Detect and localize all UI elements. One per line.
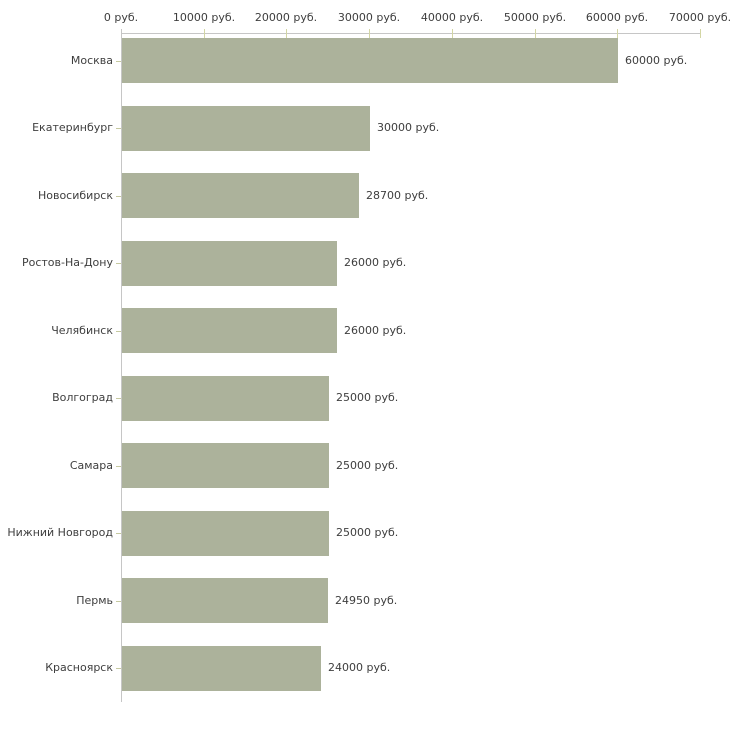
- x-tick-label: 0 руб.: [103, 11, 139, 24]
- value-label: 25000 руб.: [336, 391, 399, 404]
- x-tick-label: 10000 руб.: [172, 11, 236, 24]
- category-label: Нижний Новгород: [7, 526, 113, 539]
- x-tick: [617, 29, 618, 38]
- category-label: Самара: [69, 459, 113, 472]
- category-tick: [116, 61, 121, 62]
- category-label: Красноярск: [45, 661, 113, 674]
- x-tick: [204, 29, 205, 38]
- category-tick: [116, 128, 121, 129]
- x-tick: [700, 29, 701, 38]
- category-label: Волгоград: [52, 391, 113, 404]
- value-label: 60000 руб.: [625, 54, 688, 67]
- category-label: Челябинск: [51, 324, 113, 337]
- x-tick: [121, 29, 122, 38]
- x-tick-label: 50000 руб.: [503, 11, 567, 24]
- bar: [122, 443, 329, 488]
- x-tick-label: 40000 руб.: [420, 11, 484, 24]
- x-tick: [535, 29, 536, 38]
- category-tick: [116, 466, 121, 467]
- x-axis-line: [121, 33, 701, 34]
- value-label: 24000 руб.: [328, 661, 391, 674]
- category-label: Москва: [70, 54, 113, 67]
- category-tick: [116, 668, 121, 669]
- x-tick: [369, 29, 370, 38]
- category-label: Екатеринбург: [32, 121, 113, 134]
- bar: [122, 376, 329, 421]
- x-tick-label: 20000 руб.: [254, 11, 318, 24]
- value-label: 26000 руб.: [344, 324, 407, 337]
- bar: [122, 106, 370, 151]
- x-tick-label: 60000 руб.: [585, 11, 649, 24]
- bar: [122, 646, 321, 691]
- category-tick: [116, 601, 121, 602]
- category-tick: [116, 263, 121, 264]
- value-label: 26000 руб.: [344, 256, 407, 269]
- value-label: 30000 руб.: [377, 121, 440, 134]
- category-tick: [116, 196, 121, 197]
- value-label: 24950 руб.: [335, 594, 398, 607]
- category-tick: [116, 533, 121, 534]
- x-tick: [452, 29, 453, 38]
- bar: [122, 38, 618, 83]
- category-label: Ростов-На-Дону: [21, 256, 113, 269]
- value-label: 28700 руб.: [366, 189, 429, 202]
- y-axis-line: [121, 33, 122, 702]
- bar: [122, 173, 359, 218]
- category-label: Пермь: [76, 594, 113, 607]
- category-tick: [116, 398, 121, 399]
- category-tick: [116, 331, 121, 332]
- x-tick-label: 30000 руб.: [337, 11, 401, 24]
- bar: [122, 511, 329, 556]
- category-label: Новосибирск: [37, 189, 113, 202]
- value-label: 25000 руб.: [336, 459, 399, 472]
- value-label: 25000 руб.: [336, 526, 399, 539]
- x-tick-label: 70000 руб.: [668, 11, 730, 24]
- bar: [122, 308, 337, 353]
- bar: [122, 578, 328, 623]
- bar: [122, 241, 337, 286]
- x-tick: [286, 29, 287, 38]
